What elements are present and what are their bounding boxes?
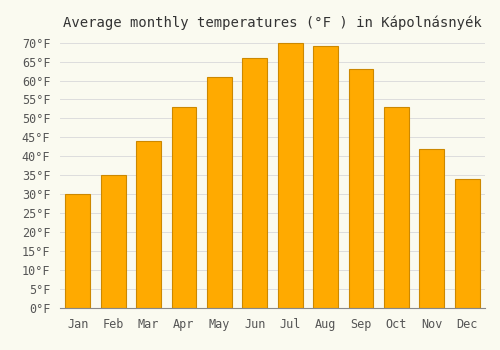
Bar xyxy=(384,107,409,308)
Bar xyxy=(207,77,232,308)
Bar xyxy=(100,175,126,308)
Bar xyxy=(278,43,302,308)
Title: Average monthly temperatures (°F ) in Kápolnásnyék: Average monthly temperatures (°F ) in Ká… xyxy=(63,15,482,30)
Bar xyxy=(66,194,90,308)
Bar xyxy=(455,179,479,308)
Bar xyxy=(136,141,161,308)
Bar xyxy=(313,46,338,308)
Bar xyxy=(420,149,444,308)
Bar xyxy=(242,58,267,308)
Bar xyxy=(172,107,196,308)
Bar xyxy=(348,69,374,308)
